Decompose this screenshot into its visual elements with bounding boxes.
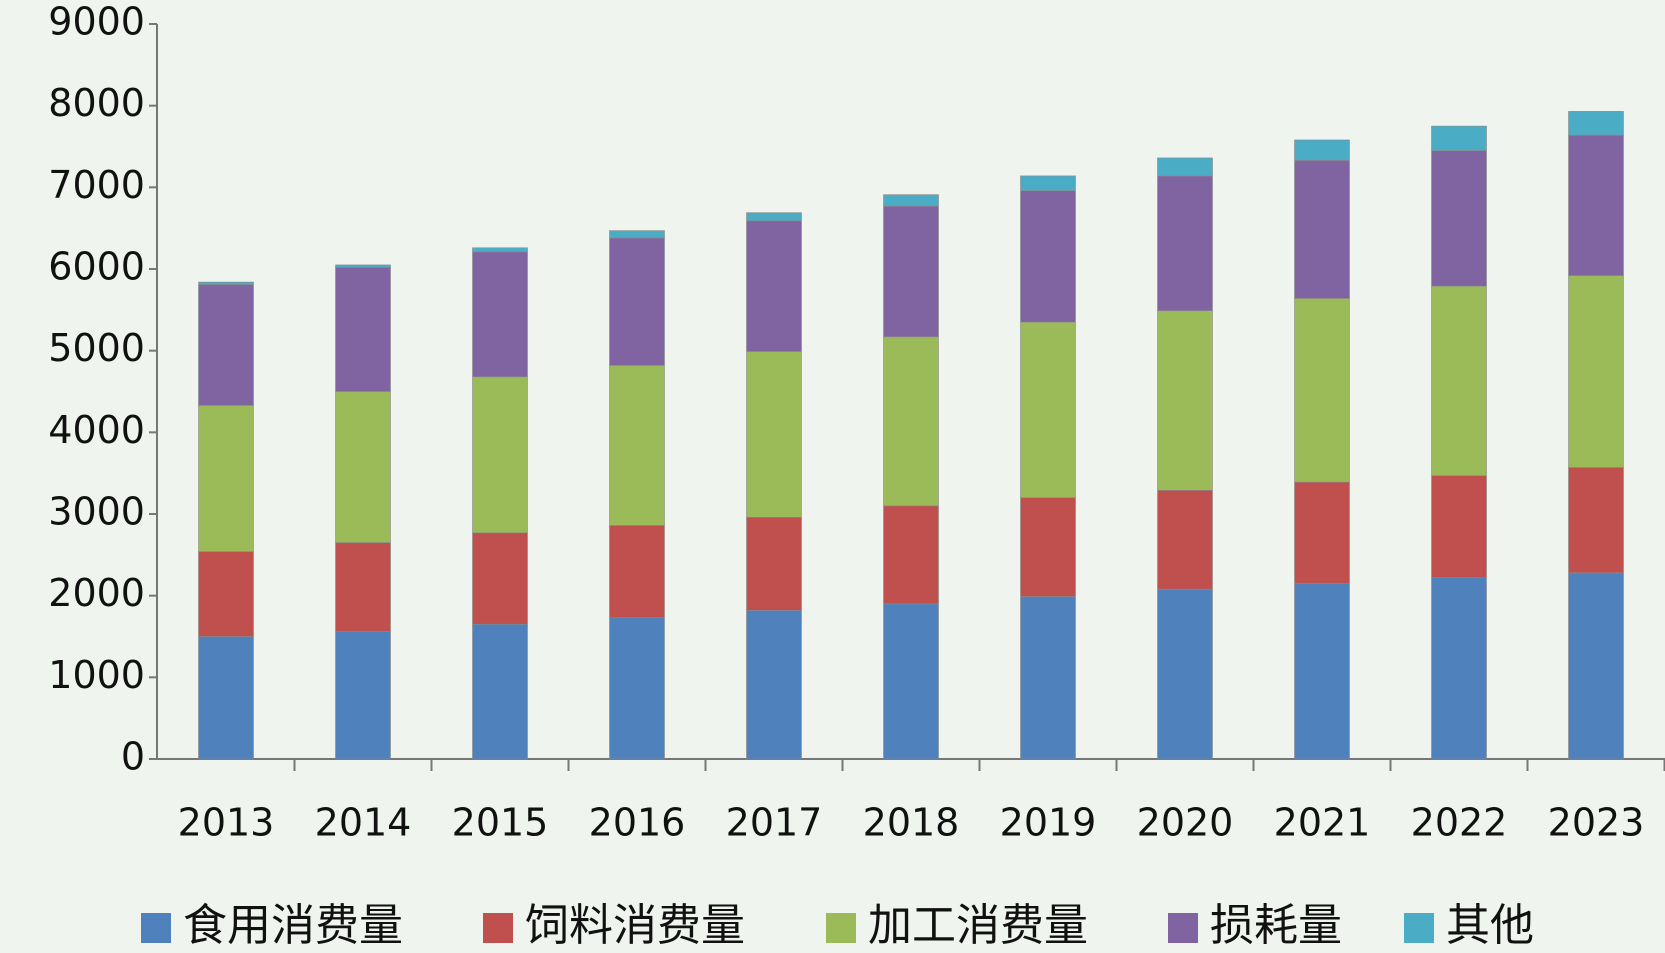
legend-swatch [483, 913, 513, 943]
y-tick-label: 8000 [48, 81, 145, 125]
bar-segment [609, 365, 665, 526]
y-tick-label: 7000 [48, 163, 145, 207]
bar-segment [1568, 134, 1624, 276]
legend-label: 食用消费量 [183, 900, 403, 951]
bar-segment [1294, 160, 1350, 299]
bar-segment [1568, 275, 1624, 468]
bar-segment [1020, 596, 1076, 760]
x-tick-label: 2017 [726, 801, 823, 845]
bar-segment [198, 281, 254, 285]
bar-segment [1431, 475, 1487, 579]
bar-segment [335, 391, 391, 543]
bar-segment [472, 247, 528, 253]
bar-segment [1294, 298, 1350, 483]
bar-segment [335, 631, 391, 760]
x-tick-label: 2019 [1000, 801, 1097, 845]
bar-segment [1020, 497, 1076, 597]
bar-segment [746, 212, 802, 222]
bar-segment [198, 405, 254, 552]
x-tick-label: 2020 [1137, 801, 1234, 845]
bar-segment [883, 505, 939, 605]
bar-segment [335, 264, 391, 268]
legend-label: 其他 [1446, 900, 1534, 951]
bar-segment [1568, 467, 1624, 574]
bar-segment [1020, 190, 1076, 323]
x-tick-label: 2021 [1274, 801, 1371, 845]
bar-segment [198, 284, 254, 406]
bar-segment [1431, 285, 1487, 476]
y-tick-label: 4000 [48, 408, 145, 452]
bar-segment [472, 532, 528, 625]
bar-segment [883, 336, 939, 507]
legend-swatch [1404, 913, 1434, 943]
bar-segment [609, 230, 665, 239]
bar-segment [746, 610, 802, 760]
x-tick-label: 2022 [1411, 801, 1508, 845]
bar-segment [746, 516, 802, 611]
legend-label: 饲料消费量 [525, 900, 745, 951]
bar-segment [1020, 321, 1076, 498]
x-tick-label: 2023 [1548, 801, 1645, 845]
bar-segment [335, 267, 391, 392]
y-tick-label: 9000 [48, 0, 145, 44]
bar-segment [609, 237, 665, 366]
y-tick-label: 3000 [48, 490, 145, 534]
bar-segment [472, 251, 528, 378]
y-tick-label: 5000 [48, 326, 145, 370]
bar-segment [1157, 490, 1213, 590]
legend-label: 损耗量 [1210, 900, 1342, 951]
bar-segment [609, 525, 665, 619]
bar-segment [1431, 150, 1487, 287]
bar-segment [1157, 310, 1213, 491]
bar-segment [1294, 139, 1350, 161]
bar-segment [1157, 588, 1213, 760]
x-tick-label: 2013 [178, 801, 275, 845]
y-tick-label: 0 [121, 735, 145, 779]
bar-segment [883, 194, 939, 207]
bar-segment [1157, 175, 1213, 311]
x-tick-label: 2014 [315, 801, 412, 845]
bar-segment [1020, 175, 1076, 191]
legend-swatch [141, 913, 171, 943]
bar-segment [1294, 583, 1350, 760]
bar-segment [746, 220, 802, 352]
legend-label: 加工消费量 [868, 900, 1088, 951]
bar-segment [1568, 572, 1624, 760]
bar-segment [883, 205, 939, 338]
bar-segment [335, 542, 391, 632]
x-tick-label: 2015 [452, 801, 549, 845]
bar-segment [883, 603, 939, 760]
bar-segment [746, 351, 802, 518]
x-tick-label: 2016 [589, 801, 686, 845]
y-tick-label: 6000 [48, 245, 145, 289]
bar-segment [1568, 111, 1624, 136]
bar-segment [1431, 125, 1487, 151]
bar-segment [472, 623, 528, 760]
bar-segment [198, 636, 254, 760]
x-tick-label: 2018 [863, 801, 960, 845]
legend-swatch [1168, 913, 1198, 943]
bar-segment [1431, 577, 1487, 760]
bar-segment [1294, 481, 1350, 584]
legend-swatch [826, 913, 856, 943]
bar-segment [1157, 157, 1213, 177]
y-tick-label: 1000 [48, 653, 145, 697]
bar-segment [198, 551, 254, 637]
bar-segment [609, 617, 665, 760]
bar-segment [472, 376, 528, 534]
y-tick-label: 2000 [48, 571, 145, 615]
